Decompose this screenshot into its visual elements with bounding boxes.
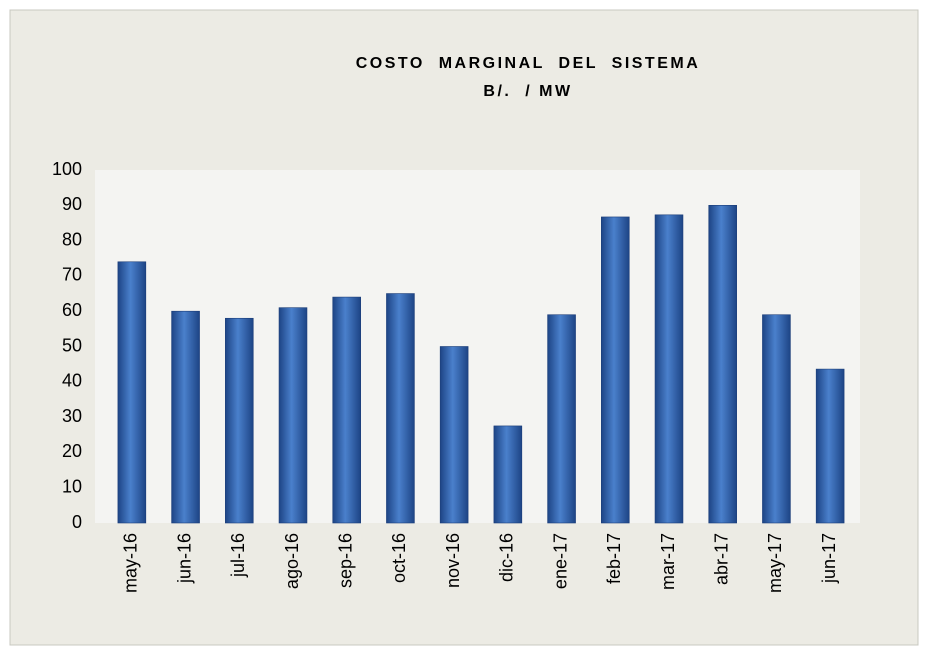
x-tick-label: mar-17 (658, 533, 678, 590)
bar (171, 310, 200, 524)
x-tick-label: oct-16 (389, 533, 409, 583)
x-tick-label: jun-16 (174, 533, 194, 584)
bar (117, 261, 147, 524)
y-tick-label: 60 (62, 300, 82, 320)
bar (762, 314, 791, 524)
x-tick-label: dic-16 (497, 533, 517, 582)
y-tick-label: 90 (62, 194, 82, 214)
bar (439, 346, 469, 524)
chart-title: COSTO MARGINAL DEL SISTEMA (356, 55, 701, 72)
x-tick-label: nov-16 (443, 533, 463, 588)
x-tick-label: sep-16 (335, 533, 355, 588)
y-tick-label: 70 (62, 265, 82, 285)
y-tick-label: 80 (62, 229, 82, 249)
bar (386, 293, 415, 524)
bar (225, 317, 254, 524)
y-tick-label: 10 (62, 476, 82, 496)
bar (278, 307, 308, 524)
y-tick-label: 20 (62, 441, 82, 461)
bar (654, 214, 684, 524)
bar (493, 425, 523, 524)
bar (601, 216, 630, 524)
x-tick-label: abr-17 (711, 533, 731, 585)
x-tick-label: may-17 (765, 533, 785, 593)
x-tick-label: ene-17 (550, 533, 570, 589)
chart-subtitle: B/. / MW (483, 83, 572, 100)
bar (708, 205, 737, 524)
y-tick-label: 40 (62, 371, 82, 391)
y-tick-label: 0 (72, 512, 82, 532)
x-tick-label: jul-16 (228, 533, 248, 578)
plot-area (95, 170, 860, 523)
y-tick-label: 50 (62, 335, 82, 355)
x-tick-label: feb-17 (604, 533, 624, 584)
bar (547, 314, 576, 524)
y-tick-label: 30 (62, 406, 82, 426)
x-tick-label: jun-17 (819, 533, 839, 584)
y-tick-label: 100 (52, 159, 82, 179)
x-tick-label: may-16 (121, 533, 141, 593)
bar (332, 296, 361, 524)
x-tick-label: ago-16 (282, 533, 302, 589)
bar (815, 368, 845, 524)
